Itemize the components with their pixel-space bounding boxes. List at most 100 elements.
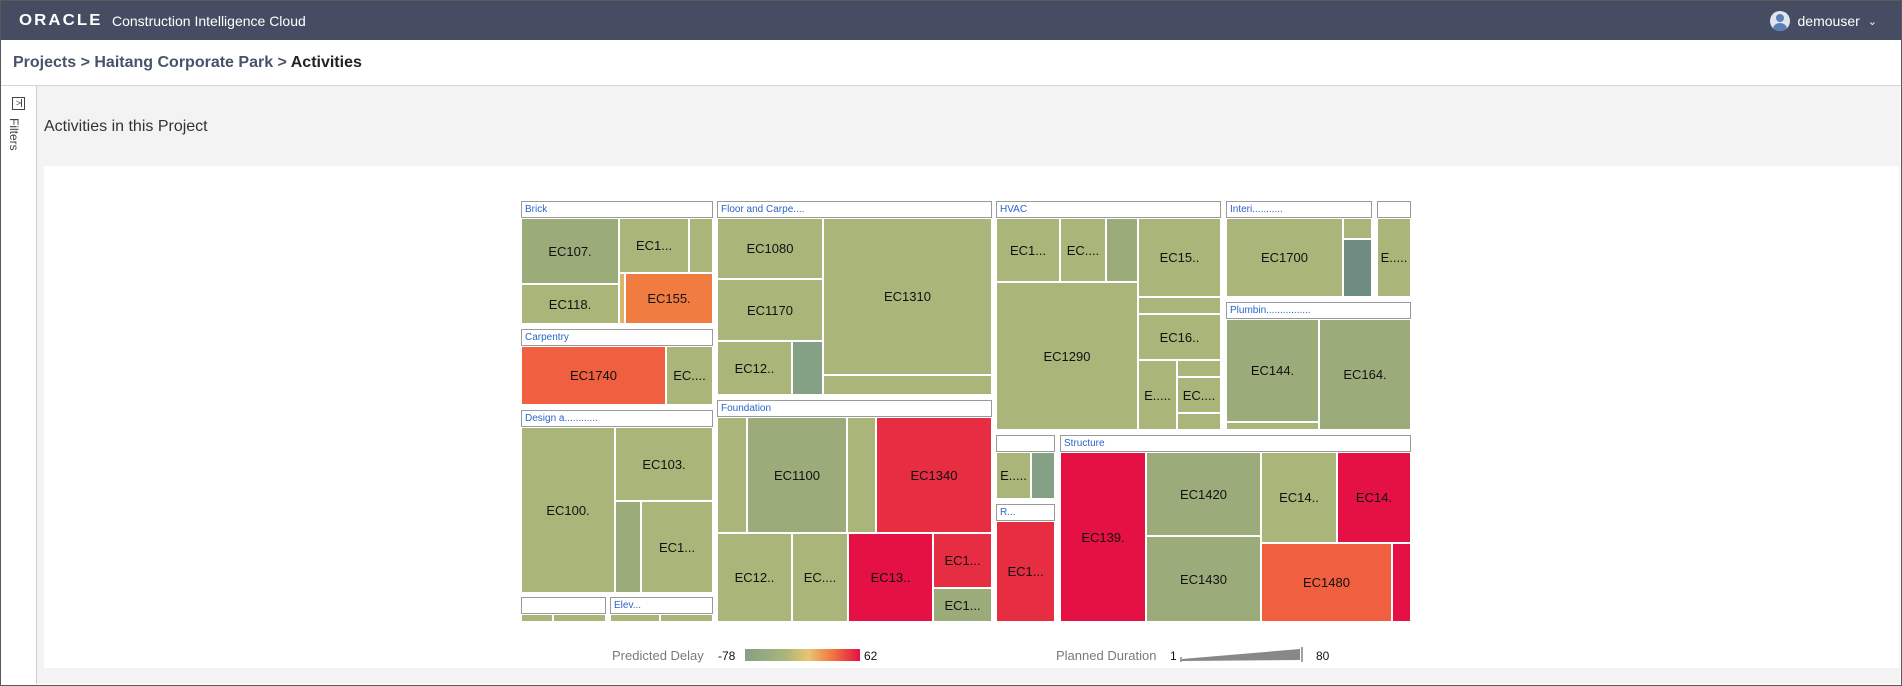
- activity-cell[interactable]: [689, 218, 713, 273]
- activity-cell[interactable]: EC1700: [1226, 218, 1343, 297]
- activity-cell[interactable]: EC1420: [1146, 452, 1261, 536]
- activity-cell[interactable]: EC103.: [615, 427, 713, 501]
- activity-cell[interactable]: EC164.: [1319, 319, 1411, 430]
- legend-duration-max: 80: [1316, 649, 1330, 663]
- activity-cell[interactable]: EC1...: [641, 501, 713, 593]
- activity-cell[interactable]: E.....: [996, 452, 1031, 499]
- activity-cell[interactable]: EC118.: [521, 284, 619, 324]
- filters-panel-toggle[interactable]: > Filters: [1, 86, 37, 684]
- group-header-unnamed[interactable]: [1377, 201, 1411, 218]
- activity-cell[interactable]: EC15..: [1138, 218, 1221, 297]
- breadcrumb-project-link[interactable]: Haitang Corporate Park: [94, 54, 274, 71]
- activity-cell[interactable]: [1392, 543, 1411, 622]
- app-title: Construction Intelligence Cloud: [112, 13, 306, 29]
- activity-cell[interactable]: [615, 501, 641, 593]
- activity-cell[interactable]: [660, 614, 713, 622]
- activity-cell[interactable]: EC....: [792, 533, 848, 622]
- activity-cell[interactable]: EC1740: [521, 346, 666, 405]
- activity-cell[interactable]: EC1...: [619, 218, 689, 273]
- filters-label[interactable]: Filters: [7, 118, 21, 151]
- activity-cell[interactable]: EC1...: [933, 588, 992, 622]
- activity-cell[interactable]: EC1310: [823, 218, 992, 375]
- activity-cell[interactable]: EC....: [1060, 218, 1106, 282]
- legend-delay-min: -78: [718, 649, 736, 663]
- activity-cell[interactable]: EC12..: [717, 533, 792, 622]
- top-bar: ORACLE Construction Intelligence Cloud d…: [1, 1, 1901, 40]
- activity-cell[interactable]: [619, 273, 625, 324]
- avatar: [1769, 11, 1790, 31]
- activity-cell[interactable]: EC1...: [933, 533, 992, 588]
- activity-cell[interactable]: EC1480: [1261, 543, 1392, 622]
- legend-delay-max: 62: [864, 649, 878, 663]
- activity-cell[interactable]: EC16..: [1138, 314, 1221, 360]
- activity-cell[interactable]: EC12..: [717, 341, 792, 395]
- group-header-interior[interactable]: Interi...........: [1226, 201, 1372, 218]
- activity-cell[interactable]: [1343, 239, 1372, 297]
- activity-cell[interactable]: EC1...: [996, 218, 1060, 282]
- activity-cell[interactable]: [792, 341, 823, 395]
- group-header-hvac[interactable]: HVAC: [996, 201, 1221, 218]
- activity-cell[interactable]: EC100.: [521, 427, 615, 593]
- group-header-unnamed[interactable]: [521, 597, 606, 614]
- activity-cell[interactable]: [1343, 218, 1372, 239]
- activity-cell[interactable]: EC139.: [1060, 452, 1146, 622]
- username: demouser: [1797, 13, 1860, 29]
- activity-cell[interactable]: EC1170: [717, 279, 823, 341]
- group-header-r[interactable]: R...: [996, 504, 1055, 521]
- breadcrumb-bar: Projects > Haitang Corporate Park > Acti…: [1, 40, 1901, 86]
- breadcrumb: Projects > Haitang Corporate Park > Acti…: [13, 54, 362, 72]
- user-menu[interactable]: demouser ⌄: [1769, 11, 1877, 31]
- duration-wedge-shape: [1182, 649, 1300, 661]
- activity-cell[interactable]: EC....: [666, 346, 713, 405]
- oracle-logo: ORACLE: [19, 12, 103, 29]
- legend-planned-duration-label: Planned Duration: [1056, 648, 1157, 663]
- activity-cell[interactable]: EC1290: [996, 282, 1138, 430]
- activity-cell[interactable]: EC13..: [848, 533, 933, 622]
- activity-cell[interactable]: EC144.: [1226, 319, 1319, 422]
- activity-cell[interactable]: EC1100: [747, 417, 847, 533]
- chevron-down-icon: ⌄: [1867, 15, 1877, 28]
- page-title: Activities in this Project: [44, 118, 208, 135]
- activity-cell[interactable]: EC1430: [1146, 536, 1261, 622]
- group-header-elev[interactable]: Elev...: [610, 597, 713, 614]
- activity-cell[interactable]: EC107.: [521, 218, 619, 284]
- group-header-unnamed[interactable]: [996, 435, 1055, 452]
- group-header-plumbing[interactable]: Plumbin................: [1226, 302, 1411, 319]
- activity-cell[interactable]: EC....: [1177, 377, 1221, 413]
- activity-cell[interactable]: EC1080: [717, 218, 823, 279]
- legend-duration-wedge: [1180, 647, 1303, 662]
- group-header-carpentry[interactable]: Carpentry: [521, 329, 713, 346]
- activity-cell[interactable]: [1138, 297, 1221, 314]
- panel-expand-icon[interactable]: >: [12, 97, 25, 110]
- activity-cell[interactable]: EC155.: [625, 273, 713, 324]
- activity-cell[interactable]: E.....: [1377, 218, 1411, 297]
- legend-color-gradient: [745, 649, 860, 661]
- activity-cell[interactable]: [717, 417, 747, 533]
- group-header-design[interactable]: Design a............: [521, 410, 713, 427]
- activity-cell[interactable]: [1031, 452, 1055, 499]
- group-header-floor[interactable]: Floor and Carpe....: [717, 201, 992, 218]
- activity-cell[interactable]: [610, 614, 660, 622]
- legend-duration-min: 1: [1170, 649, 1177, 663]
- activity-cell[interactable]: [1226, 422, 1319, 430]
- breadcrumb-separator: >: [76, 54, 95, 71]
- activity-cell[interactable]: EC14.: [1337, 452, 1411, 543]
- legend-predicted-delay-label: Predicted Delay: [612, 648, 704, 663]
- activity-cell[interactable]: [521, 614, 553, 622]
- activity-cell[interactable]: EC1340: [876, 417, 992, 533]
- activity-cell[interactable]: EC1...: [996, 521, 1055, 622]
- activity-cell[interactable]: EC14..: [1261, 452, 1337, 543]
- activity-cell[interactable]: [1177, 413, 1221, 430]
- activity-cell[interactable]: [823, 375, 992, 395]
- activity-cell[interactable]: [847, 417, 876, 533]
- activity-cell[interactable]: [1177, 360, 1221, 377]
- group-header-brick[interactable]: Brick: [521, 201, 713, 218]
- breadcrumb-projects-link[interactable]: Projects: [13, 54, 77, 71]
- group-header-foundation[interactable]: Foundation: [717, 400, 992, 417]
- activity-cell[interactable]: [553, 614, 606, 622]
- activity-cell[interactable]: E.....: [1138, 360, 1177, 430]
- group-header-structure[interactable]: Structure: [1060, 435, 1411, 452]
- breadcrumb-separator: >: [273, 54, 291, 71]
- breadcrumb-current: Activities: [290, 54, 362, 71]
- activity-cell[interactable]: [1106, 218, 1138, 282]
